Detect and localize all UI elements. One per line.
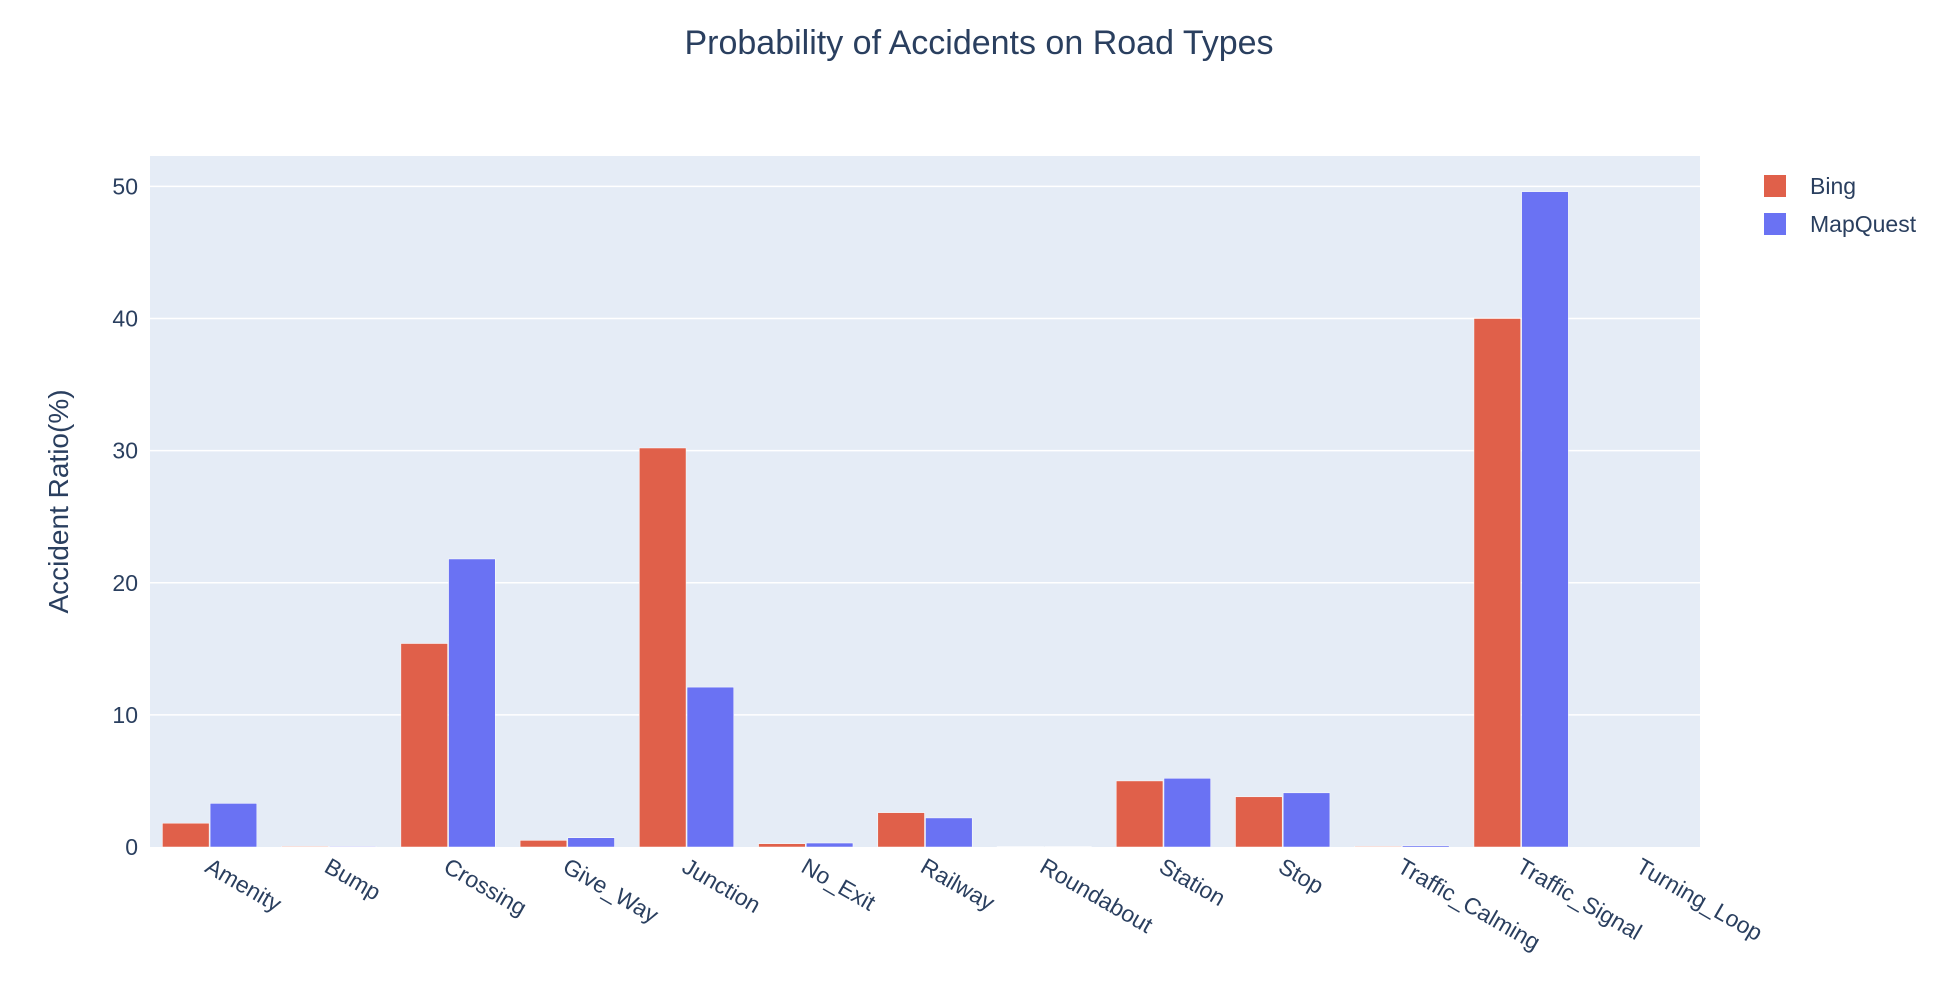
bar-mapquest-traffic_calming bbox=[1402, 845, 1450, 848]
bar-bing-crossing bbox=[400, 643, 448, 848]
legend-label-mapquest: MapQuest bbox=[1810, 211, 1917, 237]
bar-mapquest-station bbox=[1163, 778, 1211, 848]
bar-bing-amenity bbox=[162, 822, 210, 848]
y-tick-label: 0 bbox=[125, 834, 138, 860]
bar-bing-station bbox=[1116, 780, 1164, 848]
legend-label-bing: Bing bbox=[1810, 173, 1856, 199]
x-tick-label: Turning_Loop bbox=[1632, 853, 1767, 946]
bar-bing-junction bbox=[639, 447, 687, 848]
x-tick-label: No_Exit bbox=[797, 853, 880, 916]
chart-title: Probability of Accidents on Road Types bbox=[684, 24, 1273, 62]
y-tick-label: 10 bbox=[112, 702, 138, 728]
x-tick-label: Station bbox=[1155, 853, 1230, 911]
bar-mapquest-bump bbox=[329, 846, 377, 848]
legend-swatch-bing bbox=[1764, 175, 1786, 197]
y-axis-ticks: 0 10 20 30 40 50 bbox=[112, 173, 138, 860]
legend: Bing MapQuest bbox=[1764, 173, 1917, 237]
bar-mapquest-junction bbox=[686, 686, 734, 848]
bar-bing-railway bbox=[877, 812, 925, 848]
y-tick-label: 40 bbox=[112, 306, 138, 332]
x-tick-label: Stop bbox=[1274, 853, 1328, 899]
bar-mapquest-give_way bbox=[567, 837, 615, 848]
x-tick-label: Roundabout bbox=[1036, 853, 1158, 938]
bar-bing-bump bbox=[281, 846, 329, 848]
x-tick-label: Bump bbox=[320, 853, 385, 906]
x-tick-label: Junction bbox=[678, 853, 765, 918]
bar-mapquest-traffic_signal bbox=[1521, 191, 1569, 848]
x-tick-label: Crossing bbox=[440, 853, 532, 921]
bar-mapquest-no_exit bbox=[806, 842, 854, 848]
y-tick-label: 30 bbox=[112, 438, 138, 464]
y-axis-title: Accident Ratio(%) bbox=[43, 389, 74, 613]
bar-mapquest-amenity bbox=[209, 803, 258, 848]
legend-swatch-mapquest bbox=[1764, 213, 1786, 235]
x-axis-ticks: Amenity Bump Crossing Give_Way Junction No_Ex… bbox=[201, 853, 1767, 955]
gridlines bbox=[150, 185, 1700, 716]
bar-bing-no_exit bbox=[758, 843, 806, 848]
bar-mapquest-railway bbox=[925, 817, 973, 848]
bar-bing-traffic_calming bbox=[1354, 846, 1402, 848]
x-tick-label: Amenity bbox=[201, 853, 286, 917]
y-tick-label: 50 bbox=[112, 173, 138, 199]
plot-area bbox=[150, 156, 1700, 847]
bar-bing-traffic_signal bbox=[1473, 318, 1521, 848]
bars bbox=[162, 191, 1569, 848]
x-tick-label: Railway bbox=[917, 853, 1000, 916]
bar-mapquest-crossing bbox=[448, 558, 496, 848]
y-tick-label: 20 bbox=[112, 570, 138, 596]
bar-bing-stop bbox=[1235, 796, 1283, 848]
bar-bing-give_way bbox=[519, 840, 568, 848]
bar-mapquest-stop bbox=[1282, 792, 1331, 848]
x-tick-label: Give_Way bbox=[559, 853, 664, 928]
